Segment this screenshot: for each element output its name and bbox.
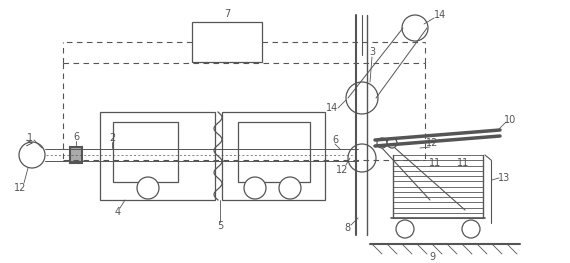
Circle shape (244, 177, 266, 199)
Circle shape (396, 220, 414, 238)
Circle shape (279, 177, 301, 199)
Text: 12: 12 (336, 165, 348, 175)
Text: 12: 12 (14, 183, 26, 193)
Circle shape (387, 138, 397, 148)
Bar (238, 122, 310, 182)
Circle shape (137, 177, 159, 199)
Text: 13: 13 (498, 173, 510, 183)
Text: 12: 12 (426, 138, 438, 148)
Text: 10: 10 (504, 115, 516, 125)
Text: 7: 7 (224, 9, 230, 19)
Bar (100, 112, 215, 200)
Text: 3: 3 (369, 47, 375, 57)
Bar (192, 22, 262, 62)
Circle shape (19, 142, 45, 168)
Circle shape (377, 138, 387, 148)
Text: 11: 11 (457, 158, 469, 168)
Bar (113, 122, 178, 182)
Text: 1: 1 (27, 133, 33, 143)
Text: 8: 8 (344, 223, 350, 233)
Text: 6: 6 (73, 132, 79, 142)
Circle shape (462, 220, 480, 238)
Bar (70, 147, 82, 163)
Text: 4: 4 (115, 207, 121, 217)
Bar (102, 147, 114, 163)
Text: 11: 11 (429, 158, 441, 168)
Text: 14: 14 (326, 103, 338, 113)
Bar (222, 112, 325, 200)
Circle shape (402, 15, 428, 41)
Text: 9: 9 (429, 252, 435, 262)
Circle shape (346, 82, 378, 114)
Circle shape (348, 144, 376, 172)
Text: 14: 14 (434, 10, 446, 20)
Text: 2: 2 (109, 133, 115, 143)
Text: 6: 6 (332, 135, 338, 145)
Text: 5: 5 (217, 221, 223, 231)
